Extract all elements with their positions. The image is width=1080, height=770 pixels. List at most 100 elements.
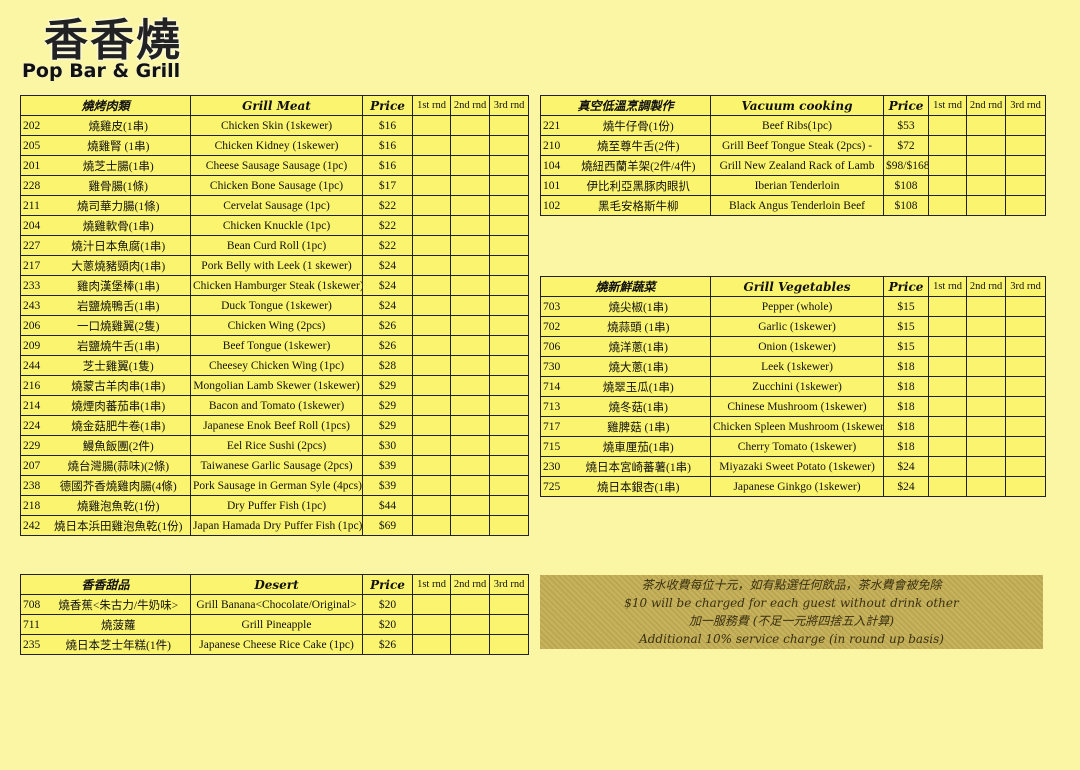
round-3-qty-cell[interactable] [1005,175,1047,196]
round-3-qty-cell[interactable] [489,155,530,176]
round-3-qty-cell[interactable] [489,435,530,456]
round-1-qty-cell[interactable] [412,255,452,276]
round-2-qty-cell[interactable] [966,356,1007,377]
round-3-qty-cell[interactable] [1005,155,1047,176]
round-1-qty-cell[interactable] [412,634,452,655]
round-1-qty-cell[interactable] [412,115,452,136]
round-3-qty-cell[interactable] [1005,436,1047,457]
round-3-qty-cell[interactable] [489,275,530,296]
round-2-qty-cell[interactable] [450,435,491,456]
round-3-qty-cell[interactable] [489,235,530,256]
round-1-qty-cell[interactable] [412,235,452,256]
round-2-qty-cell[interactable] [450,375,491,396]
round-1-qty-cell[interactable] [928,396,968,417]
round-2-qty-cell[interactable] [450,295,491,316]
round-2-qty-cell[interactable] [966,476,1007,497]
round-2-qty-cell[interactable] [966,396,1007,417]
round-3-qty-cell[interactable] [1005,135,1047,156]
round-1-qty-cell[interactable] [412,355,452,376]
round-3-qty-cell[interactable] [489,395,530,416]
round-1-qty-cell[interactable] [412,335,452,356]
round-1-qty-cell[interactable] [928,155,968,176]
round-1-qty-cell[interactable] [412,275,452,296]
round-1-qty-cell[interactable] [928,436,968,457]
round-3-qty-cell[interactable] [489,135,530,156]
round-2-qty-cell[interactable] [450,275,491,296]
round-1-qty-cell[interactable] [412,375,452,396]
round-2-qty-cell[interactable] [450,614,491,635]
round-3-qty-cell[interactable] [1005,316,1047,337]
round-3-qty-cell[interactable] [489,295,530,316]
round-1-qty-cell[interactable] [928,296,968,317]
round-2-qty-cell[interactable] [450,495,491,516]
round-1-qty-cell[interactable] [928,336,968,357]
round-3-qty-cell[interactable] [489,215,530,236]
round-2-qty-cell[interactable] [450,135,491,156]
round-1-qty-cell[interactable] [928,376,968,397]
round-3-qty-cell[interactable] [1005,356,1047,377]
round-1-qty-cell[interactable] [412,195,452,216]
round-3-qty-cell[interactable] [489,255,530,276]
round-2-qty-cell[interactable] [450,215,491,236]
round-3-qty-cell[interactable] [489,375,530,396]
round-2-qty-cell[interactable] [450,235,491,256]
round-1-qty-cell[interactable] [412,435,452,456]
round-2-qty-cell[interactable] [966,436,1007,457]
round-2-qty-cell[interactable] [966,115,1007,136]
round-3-qty-cell[interactable] [1005,416,1047,437]
round-2-qty-cell[interactable] [450,255,491,276]
round-3-qty-cell[interactable] [489,115,530,136]
round-1-qty-cell[interactable] [412,614,452,635]
round-2-qty-cell[interactable] [450,455,491,476]
round-1-qty-cell[interactable] [412,155,452,176]
round-3-qty-cell[interactable] [1005,396,1047,417]
round-2-qty-cell[interactable] [966,316,1007,337]
round-2-qty-cell[interactable] [450,175,491,196]
round-3-qty-cell[interactable] [1005,296,1047,317]
round-3-qty-cell[interactable] [489,614,530,635]
round-3-qty-cell[interactable] [489,195,530,216]
round-1-qty-cell[interactable] [412,395,452,416]
round-3-qty-cell[interactable] [489,415,530,436]
round-2-qty-cell[interactable] [450,155,491,176]
round-2-qty-cell[interactable] [450,415,491,436]
round-3-qty-cell[interactable] [1005,476,1047,497]
round-2-qty-cell[interactable] [966,336,1007,357]
round-1-qty-cell[interactable] [928,115,968,136]
round-2-qty-cell[interactable] [450,115,491,136]
round-2-qty-cell[interactable] [450,195,491,216]
round-3-qty-cell[interactable] [489,594,530,615]
round-3-qty-cell[interactable] [1005,336,1047,357]
round-1-qty-cell[interactable] [412,315,452,336]
round-1-qty-cell[interactable] [412,515,452,536]
round-2-qty-cell[interactable] [450,315,491,336]
round-2-qty-cell[interactable] [450,335,491,356]
round-1-qty-cell[interactable] [412,455,452,476]
round-3-qty-cell[interactable] [489,315,530,336]
round-3-qty-cell[interactable] [489,335,530,356]
round-1-qty-cell[interactable] [928,195,968,216]
round-1-qty-cell[interactable] [412,175,452,196]
round-2-qty-cell[interactable] [450,515,491,536]
round-1-qty-cell[interactable] [412,594,452,615]
round-3-qty-cell[interactable] [1005,115,1047,136]
round-2-qty-cell[interactable] [450,475,491,496]
round-1-qty-cell[interactable] [928,416,968,437]
round-3-qty-cell[interactable] [1005,456,1047,477]
round-2-qty-cell[interactable] [450,634,491,655]
round-2-qty-cell[interactable] [450,594,491,615]
round-1-qty-cell[interactable] [928,175,968,196]
round-3-qty-cell[interactable] [489,495,530,516]
round-3-qty-cell[interactable] [489,475,530,496]
round-3-qty-cell[interactable] [489,634,530,655]
round-2-qty-cell[interactable] [450,395,491,416]
round-2-qty-cell[interactable] [966,416,1007,437]
round-2-qty-cell[interactable] [966,135,1007,156]
round-1-qty-cell[interactable] [412,495,452,516]
round-3-qty-cell[interactable] [489,175,530,196]
round-1-qty-cell[interactable] [412,215,452,236]
round-1-qty-cell[interactable] [928,456,968,477]
round-2-qty-cell[interactable] [966,155,1007,176]
round-1-qty-cell[interactable] [412,295,452,316]
round-1-qty-cell[interactable] [928,356,968,377]
